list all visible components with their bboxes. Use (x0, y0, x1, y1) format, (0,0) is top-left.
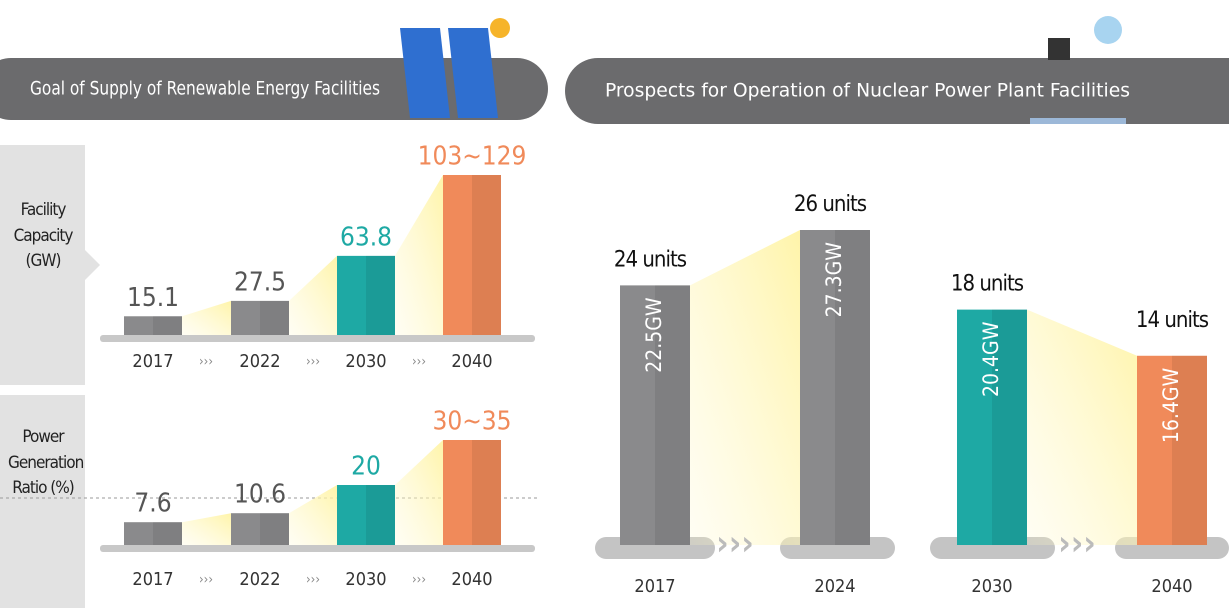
value-label: 10.6 (234, 480, 286, 510)
x-tick-label: 2017 (132, 351, 173, 372)
bar-shade (366, 256, 395, 335)
value-label: 63.8 (340, 222, 392, 252)
charts: 2017 15.1 ››› 2022 27.5 ››› 2030 63.8 ››› 2040 103… (100, 142, 1229, 598)
value-label: 15.1 (127, 283, 179, 313)
x-tick-label: 2030 (345, 351, 386, 372)
chart-title: Prospects for Operation of Nuclear Power… (605, 80, 1130, 102)
chart-title: Goal of Supply of Renewable Energy Facil… (30, 78, 380, 100)
separator: ››› (199, 573, 213, 588)
y-axis-label: Power Generation Ratio (%) (8, 425, 78, 502)
value-label: 30~35 (432, 407, 511, 437)
glow (1027, 310, 1137, 545)
bar-shade (153, 522, 182, 545)
x-tick-label: 2024 (814, 576, 855, 597)
bar-shade (472, 440, 501, 545)
x-tick-label: 2022 (239, 351, 280, 372)
x-tick-label: 2040 (451, 351, 492, 372)
infographic: Goal of Supply of Renewable Energy Facil… (0, 0, 1229, 608)
glow (289, 256, 337, 335)
unit-label: 24 units (614, 247, 687, 272)
value-label: 27.3GW (822, 242, 846, 318)
separator: ››› (1058, 524, 1096, 564)
page: Goal of Supply of Renewable Energy Facil… (0, 0, 1229, 608)
bar-shade (472, 175, 501, 335)
bar-shade (153, 316, 182, 335)
separator: ››› (412, 355, 426, 370)
floor (100, 335, 535, 342)
separator: ››› (306, 573, 320, 588)
floor (100, 545, 535, 552)
glow (182, 513, 231, 545)
bar-shade (366, 485, 395, 545)
value-label: 7.6 (134, 489, 171, 519)
separator: ››› (306, 355, 320, 370)
x-tick-label: 2030 (971, 576, 1012, 597)
value-label: 103~129 (418, 142, 527, 172)
glow (182, 301, 231, 335)
x-tick-label: 2030 (345, 569, 386, 590)
x-tick-label: 2040 (1151, 576, 1192, 597)
value-label: 27.5 (234, 267, 286, 297)
unit-label: 14 units (1136, 308, 1209, 333)
glow (289, 485, 337, 545)
separator: ››› (412, 573, 426, 588)
x-tick-label: 2017 (634, 576, 675, 597)
separator: ››› (716, 524, 754, 564)
bar-shade (260, 301, 289, 335)
x-tick-label: 2017 (132, 569, 173, 590)
glow (395, 175, 443, 335)
separator: ››› (199, 355, 213, 370)
value-label: 20.4GW (979, 321, 1003, 397)
x-tick-label: 2022 (239, 569, 280, 590)
unit-label: 18 units (951, 272, 1024, 297)
glow (690, 230, 800, 545)
value-label: 20 (351, 452, 381, 482)
x-tick-label: 2040 (451, 569, 492, 590)
value-label: 22.5GW (642, 297, 666, 373)
glow (395, 440, 443, 545)
bar-shade (260, 513, 289, 545)
unit-label: 26 units (794, 192, 867, 217)
value-label: 16.4GW (1159, 367, 1183, 443)
y-axis-label: Facility Capacity (GW) (8, 198, 78, 275)
